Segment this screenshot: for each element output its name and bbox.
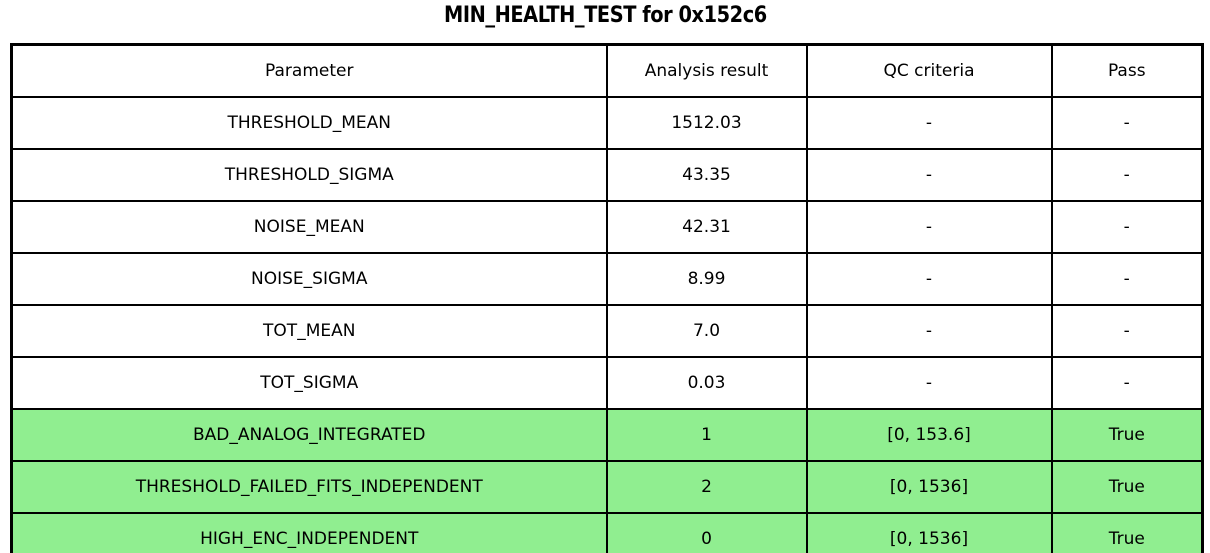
cell-qc-criteria: - — [805, 148, 1053, 202]
cell-qc-criteria: - — [805, 304, 1053, 358]
cell-qc-criteria: - — [805, 96, 1053, 150]
cell-parameter: THRESHOLD_SIGMA — [10, 148, 608, 202]
figure-title: MIN_HEALTH_TEST for 0x152c6 — [10, 3, 1201, 28]
health-test-table: Parameter Analysis result QC criteria Pa… — [10, 43, 1204, 553]
col-header-pass: Pass — [1050, 43, 1204, 98]
cell-pass: True — [1050, 512, 1204, 553]
cell-analysis-result: 42.31 — [605, 200, 808, 254]
cell-pass: True — [1050, 460, 1204, 514]
cell-qc-criteria: [0, 153.6] — [805, 408, 1053, 462]
table-row: TOT_SIGMA 0.03 - - — [10, 356, 1204, 410]
table-row: THRESHOLD_MEAN 1512.03 - - — [10, 96, 1204, 150]
cell-analysis-result: 1512.03 — [605, 96, 808, 150]
col-header-parameter: Parameter — [10, 43, 608, 98]
cell-analysis-result: 7.0 — [605, 304, 808, 358]
cell-qc-criteria: [0, 1536] — [805, 512, 1053, 553]
cell-parameter: TOT_SIGMA — [10, 356, 608, 410]
cell-analysis-result: 2 — [605, 460, 808, 514]
cell-qc-criteria: - — [805, 252, 1053, 306]
header-row: Parameter Analysis result QC criteria Pa… — [10, 43, 1204, 98]
cell-parameter: THRESHOLD_MEAN — [10, 96, 608, 150]
table-row: NOISE_MEAN 42.31 - - — [10, 200, 1204, 254]
cell-parameter: NOISE_MEAN — [10, 200, 608, 254]
cell-analysis-result: 0 — [605, 512, 808, 553]
cell-qc-criteria: - — [805, 356, 1053, 410]
cell-analysis-result: 0.03 — [605, 356, 808, 410]
cell-qc-criteria: [0, 1536] — [805, 460, 1053, 514]
cell-qc-criteria: - — [805, 200, 1053, 254]
cell-parameter: BAD_ANALOG_INTEGRATED — [10, 408, 608, 462]
table-row-pass: HIGH_ENC_INDEPENDENT 0 [0, 1536] True — [10, 512, 1204, 553]
col-header-qc-criteria: QC criteria — [805, 43, 1053, 98]
cell-parameter: HIGH_ENC_INDEPENDENT — [10, 512, 608, 553]
table-row-pass: THRESHOLD_FAILED_FITS_INDEPENDENT 2 [0, … — [10, 460, 1204, 514]
col-header-analysis-result: Analysis result — [605, 43, 808, 98]
table-row-pass: BAD_ANALOG_INTEGRATED 1 [0, 153.6] True — [10, 408, 1204, 462]
table-row: NOISE_SIGMA 8.99 - - — [10, 252, 1204, 306]
cell-pass: - — [1050, 148, 1204, 202]
table-row: THRESHOLD_SIGMA 43.35 - - — [10, 148, 1204, 202]
cell-pass: True — [1050, 408, 1204, 462]
cell-analysis-result: 43.35 — [605, 148, 808, 202]
cell-analysis-result: 8.99 — [605, 252, 808, 306]
cell-analysis-result: 1 — [605, 408, 808, 462]
cell-pass: - — [1050, 200, 1204, 254]
table-row: TOT_MEAN 7.0 - - — [10, 304, 1204, 358]
cell-pass: - — [1050, 252, 1204, 306]
figure-title-text: MIN_HEALTH_TEST for 0x152c6 — [444, 3, 767, 28]
cell-parameter: THRESHOLD_FAILED_FITS_INDEPENDENT — [10, 460, 608, 514]
cell-pass: - — [1050, 96, 1204, 150]
cell-pass: - — [1050, 356, 1204, 410]
cell-parameter: NOISE_SIGMA — [10, 252, 608, 306]
cell-pass: - — [1050, 304, 1204, 358]
table-body: THRESHOLD_MEAN 1512.03 - - THRESHOLD_SIG… — [10, 96, 1204, 553]
cell-parameter: TOT_MEAN — [10, 304, 608, 358]
